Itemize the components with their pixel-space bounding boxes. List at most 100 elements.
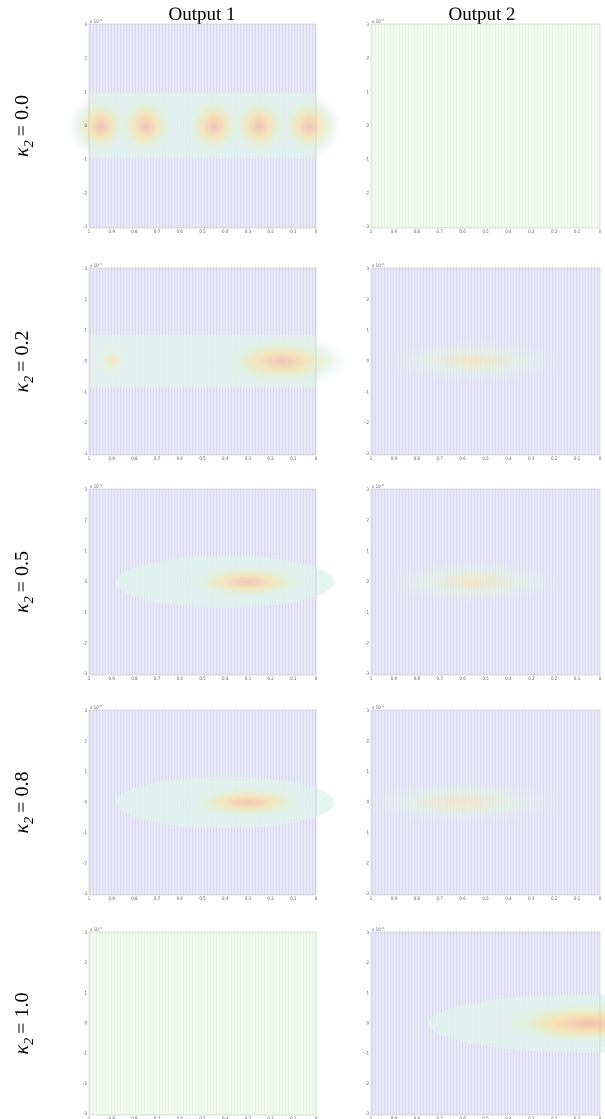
x-tick-label: 0.9 — [391, 229, 398, 234]
x-tick-label: 1 — [88, 676, 91, 681]
x-tick-label: 0.7 — [437, 676, 444, 681]
x-tick-label: 1 — [370, 676, 373, 681]
x-tick-label: 0.2 — [267, 1116, 274, 1119]
y-multiplier-base: x 10 — [90, 19, 99, 24]
x-tick-label: 0.9 — [391, 456, 398, 461]
y-multiplier-exp: -3 — [99, 926, 102, 930]
y-tick-label: 1 — [84, 990, 87, 995]
y-tick-label: 0 — [366, 1021, 369, 1026]
x-tick-label: 0.5 — [199, 896, 206, 901]
x-tick-label: 0.1 — [574, 896, 581, 901]
y-tick-label: 2 — [366, 960, 369, 965]
y-tick-label: -3 — [83, 1111, 87, 1116]
x-tick-label: 0.6 — [459, 896, 466, 901]
y-tick-label: 2 — [366, 56, 369, 61]
y-tick-label: 0 — [366, 123, 369, 128]
y-multiplier: x 10-3 — [90, 483, 102, 489]
y-tick-label: 3 — [366, 930, 369, 935]
y-tick-label: 1 — [84, 328, 87, 333]
x-tick-label: 0.5 — [199, 1116, 206, 1119]
x-tick-label: 0.9 — [391, 1116, 398, 1119]
intensity — [277, 93, 341, 159]
y-tick-label: -2 — [83, 420, 87, 425]
y-multiplier-base: x 10 — [372, 19, 381, 24]
y-tick-label: 0 — [84, 359, 87, 364]
intensity — [93, 339, 130, 384]
x-tick-label: 0.2 — [267, 676, 274, 681]
row-subscript: 2 — [22, 140, 37, 147]
y-tick-label: 2 — [366, 739, 369, 744]
y-tick-label: -1 — [83, 610, 87, 615]
x-tick-label: 0.9 — [109, 896, 116, 901]
y-tick-label: 0 — [84, 800, 87, 805]
y-tick-label: 1 — [84, 769, 87, 774]
x-tick-label: 0.1 — [290, 676, 297, 681]
y-tick-label: -2 — [365, 861, 369, 866]
intensity — [485, 999, 605, 1048]
x-tick-label: 0.6 — [459, 1116, 466, 1119]
y-multiplier-exp: -3 — [381, 262, 384, 266]
y-tick-label: -3 — [83, 891, 87, 896]
y-tick-label: 3 — [84, 22, 87, 27]
x-tick-label: 0 — [315, 456, 318, 461]
x-tick-label: 0.6 — [177, 896, 184, 901]
x-tick-label: 0 — [315, 229, 318, 234]
x-tick-label: 0.7 — [154, 676, 161, 681]
row-symbol: κ — [11, 823, 33, 833]
column-title: Output 1 — [168, 4, 235, 25]
x-tick-label: 0.8 — [131, 229, 138, 234]
row-subscript: 2 — [22, 376, 37, 383]
x-tick-label: 0.5 — [482, 896, 489, 901]
y-tick-label: -1 — [365, 157, 369, 162]
x-tick-label: 0.8 — [414, 229, 421, 234]
x-tick-label: 0.4 — [222, 676, 229, 681]
y-tick-label: -2 — [83, 861, 87, 866]
y-multiplier-exp: -3 — [99, 483, 102, 487]
y-tick-label: 0 — [84, 1021, 87, 1026]
row-symbol: κ — [11, 147, 33, 157]
y-tick-label: 0 — [84, 123, 87, 128]
row-symbol: κ — [11, 1044, 33, 1054]
y-tick-label: -1 — [83, 830, 87, 835]
y-tick-label: 0 — [366, 359, 369, 364]
y-multiplier-exp: -3 — [381, 926, 384, 930]
y-multiplier: x 10-3 — [90, 926, 102, 932]
y-tick-label: 2 — [84, 297, 87, 302]
x-tick-label: 0 — [599, 1116, 602, 1119]
plot-frame — [370, 931, 601, 1116]
x-tick-label: 0.8 — [414, 676, 421, 681]
intensity — [382, 339, 566, 384]
plot-frame — [88, 267, 317, 456]
y-tick-label: 1 — [366, 89, 369, 94]
x-tick-label: 0.3 — [528, 456, 535, 461]
x-tick-label: 0.4 — [505, 456, 512, 461]
y-tick-label: -2 — [83, 640, 87, 645]
x-tick-label: 0.7 — [437, 456, 444, 461]
x-tick-label: 0.3 — [245, 896, 252, 901]
x-tick-label: 0.8 — [414, 456, 421, 461]
row-subscript: 2 — [22, 817, 37, 824]
y-multiplier-exp: -3 — [381, 18, 384, 22]
y-multiplier-base: x 10 — [372, 927, 381, 932]
x-tick-label: 0.6 — [459, 229, 466, 234]
plot-area — [89, 932, 316, 1115]
x-tick-label: 0 — [599, 229, 602, 234]
x-tick-label: 0.2 — [551, 676, 558, 681]
y-tick-label: 2 — [366, 297, 369, 302]
x-tick-label: 0 — [315, 676, 318, 681]
x-tick-label: 0.4 — [505, 676, 512, 681]
x-tick-label: 0.4 — [222, 456, 229, 461]
x-tick-label: 0.8 — [131, 896, 138, 901]
y-tick-label: -3 — [83, 224, 87, 229]
x-tick-label: 0.3 — [528, 896, 535, 901]
plot-frame — [370, 267, 601, 456]
x-tick-label: 1 — [370, 896, 373, 901]
x-tick-label: 0.9 — [109, 676, 116, 681]
row-value: = 0.2 — [11, 331, 33, 372]
y-tick-label: 3 — [366, 708, 369, 713]
y-tick-label: -3 — [365, 224, 369, 229]
x-tick-label: 0.6 — [177, 1116, 184, 1119]
row-label: κ2 = 0.5 — [11, 551, 37, 613]
